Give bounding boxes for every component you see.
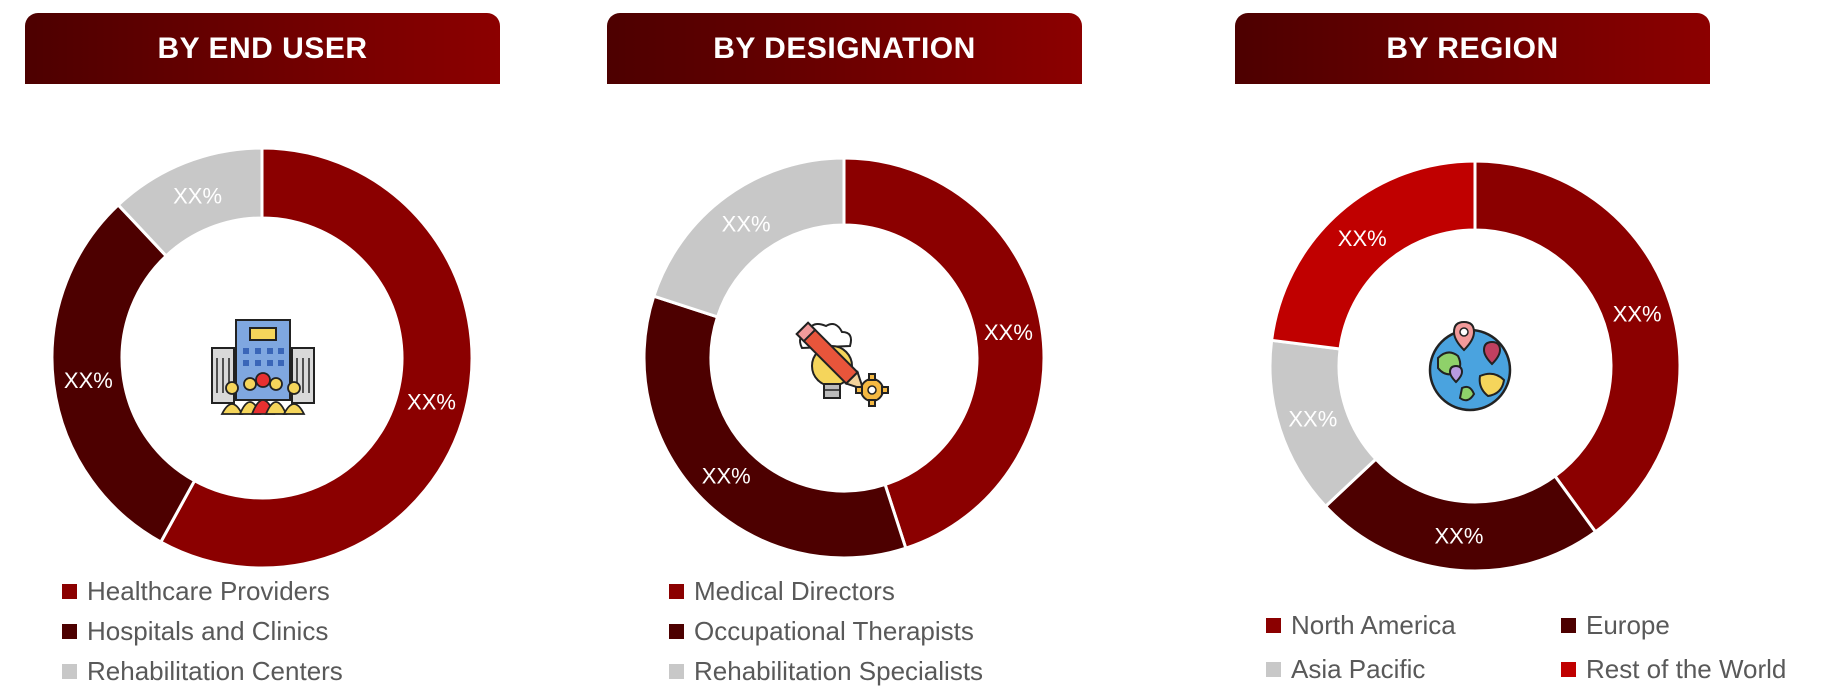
donut-slice-occupational-therapists bbox=[642, 294, 908, 560]
donut-slice-rehabilitation-centers bbox=[116, 146, 264, 259]
legend-item-hospitals-clinics: Hospitals and Clinics bbox=[62, 611, 343, 651]
data-label: XX% bbox=[173, 183, 222, 208]
legend-item-north-america: North America bbox=[1266, 605, 1561, 645]
legend-swatch bbox=[669, 663, 684, 679]
legend-item-europe: Europe bbox=[1561, 605, 1821, 645]
legend-swatch bbox=[1266, 617, 1281, 633]
legend-swatch bbox=[62, 583, 77, 599]
legend: Healthcare Providers Hospitals and Clini… bbox=[62, 571, 343, 691]
donut-slice-europe bbox=[1323, 456, 1598, 573]
legend-swatch bbox=[669, 623, 684, 639]
data-label: XX% bbox=[1613, 301, 1662, 326]
legend-label: Europe bbox=[1586, 609, 1670, 640]
data-label: XX% bbox=[1338, 226, 1387, 251]
data-label: XX% bbox=[407, 390, 456, 415]
data-label: XX% bbox=[64, 368, 113, 393]
donut-slice-north-america bbox=[1473, 159, 1682, 534]
data-label: XX% bbox=[702, 464, 751, 489]
legend-item-occupational-therapists: Occupational Therapists bbox=[669, 611, 983, 651]
donut-slice-healthcare-providers bbox=[158, 146, 474, 570]
chart-title: BY DESIGNATION bbox=[607, 13, 1082, 84]
hospital-building-icon bbox=[210, 318, 316, 423]
legend-item-rest-of-world: Rest of the World bbox=[1561, 649, 1821, 689]
legend-item-rehabilitation-centers: Rehabilitation Centers bbox=[62, 651, 343, 691]
legend-label: Rehabilitation Specialists bbox=[694, 655, 984, 686]
chart-title: BY REGION bbox=[1235, 13, 1710, 84]
legend-swatch bbox=[62, 623, 77, 639]
legend-swatch bbox=[1266, 661, 1281, 677]
legend-swatch bbox=[1561, 617, 1576, 633]
legend-swatch bbox=[1561, 661, 1576, 677]
legend-label: Rehabilitation Centers bbox=[87, 655, 343, 686]
legend-label: Asia Pacific bbox=[1291, 653, 1426, 684]
legend: Medical Directors Occupational Therapist… bbox=[669, 571, 983, 691]
legend-item-asia-pacific: Asia Pacific bbox=[1266, 649, 1561, 689]
donut-slice-medical-directors bbox=[842, 156, 1046, 551]
globe-location-icon bbox=[1424, 318, 1516, 419]
legend: North America Europe Asia Pacific Rest o… bbox=[1266, 605, 1821, 689]
data-label: XX% bbox=[1434, 524, 1483, 549]
legend-item-medical-directors: Medical Directors bbox=[669, 571, 983, 611]
legend-swatch bbox=[62, 663, 77, 679]
data-label: XX% bbox=[984, 320, 1033, 345]
legend-label: Hospitals and Clinics bbox=[87, 615, 329, 646]
data-label: XX% bbox=[722, 211, 771, 236]
donut-slice-hospitals-and-clinics bbox=[50, 202, 197, 545]
donut-slice-rest-of-the-world bbox=[1269, 159, 1477, 351]
idea-pencil-icon bbox=[792, 318, 892, 419]
chart-title: BY END USER bbox=[25, 13, 500, 84]
legend-label: Rest of the World bbox=[1586, 653, 1787, 684]
legend-swatch bbox=[669, 583, 684, 599]
legend-label: Occupational Therapists bbox=[694, 615, 974, 646]
legend-label: Healthcare Providers bbox=[87, 575, 330, 606]
legend-item-rehabilitation-specialists: Rehabilitation Specialists bbox=[669, 651, 983, 691]
legend-item-healthcare-providers: Healthcare Providers bbox=[62, 571, 343, 611]
data-label: XX% bbox=[1288, 407, 1337, 432]
legend-label: Medical Directors bbox=[694, 575, 895, 606]
donut-slice-rehabilitation-specialists bbox=[651, 156, 846, 319]
legend-label: North America bbox=[1291, 609, 1456, 640]
